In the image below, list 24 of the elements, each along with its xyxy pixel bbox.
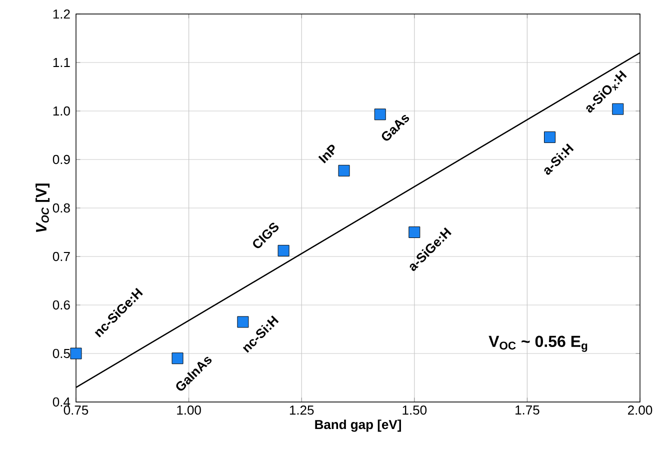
x-tick-label: 1.25 bbox=[290, 406, 314, 415]
y-tick-label: 0.5 bbox=[52, 348, 70, 358]
y-tick-label: 0.6 bbox=[52, 300, 70, 310]
annotation: InP bbox=[318, 144, 335, 164]
point bbox=[338, 164, 350, 176]
y-tick-label: 0.9 bbox=[52, 154, 70, 164]
point bbox=[612, 103, 624, 115]
x-tick-label: 1.75 bbox=[516, 406, 540, 415]
y-tick-label: 1.0 bbox=[53, 106, 70, 116]
y-tick-label: 1.1 bbox=[53, 58, 70, 67]
y-tick-label: 0.8 bbox=[52, 203, 70, 213]
point bbox=[70, 348, 82, 360]
y-tick-label: 1.2 bbox=[53, 9, 70, 19]
point bbox=[544, 131, 556, 143]
x-tick-label: 2.00 bbox=[628, 406, 652, 415]
y-tick-label: 0.7 bbox=[52, 252, 70, 262]
x-tick-label: 1.50 bbox=[402, 406, 427, 415]
text: V$_{OC}$ [V] bbox=[36, 184, 50, 232]
x-axis-title: Band gap [eV] bbox=[315, 420, 401, 432]
y-tick-label: 0.4 bbox=[52, 397, 70, 407]
annotation: V$_{OC}$ ~ 0.56 E$_{g}$ bbox=[488, 336, 588, 352]
x-tick-label: 1.00 bbox=[177, 406, 201, 415]
x-tick-label: 0.75 bbox=[64, 406, 88, 415]
point bbox=[278, 244, 290, 256]
